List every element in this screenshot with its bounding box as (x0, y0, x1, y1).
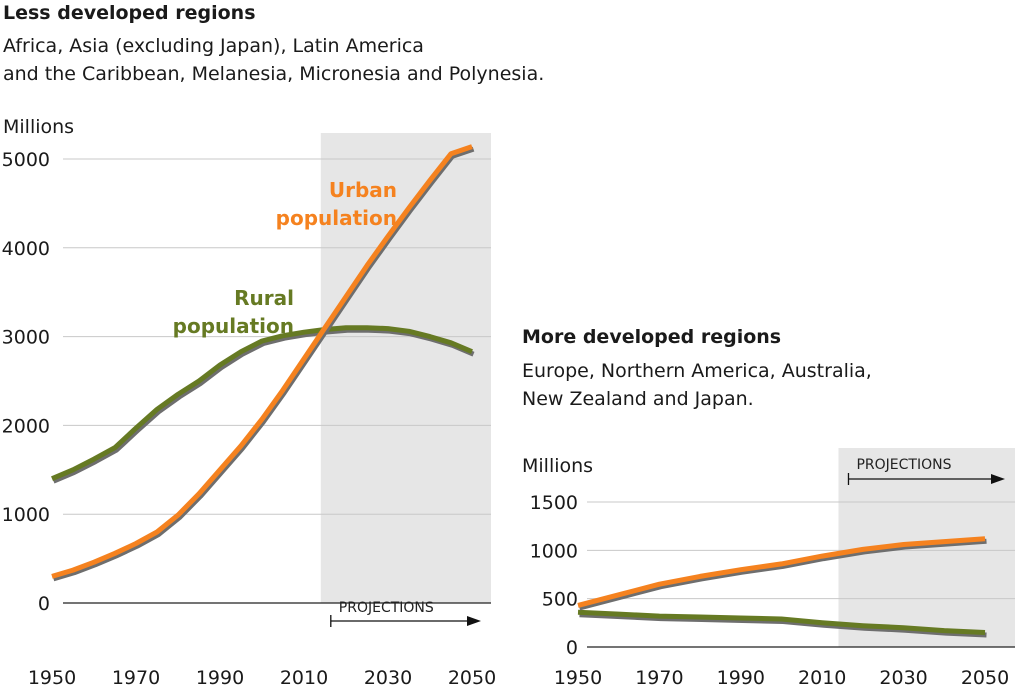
more-developed-chart: 0 500 1000 1500 Millions 1950 1970 1990 2010 2030… (522, 448, 1015, 689)
y-tick-label: 2000 (2, 415, 50, 437)
urban-series-label: Urban (329, 178, 397, 202)
right-chart-subtitle-1: Europe, Northern America, Australia, (522, 360, 872, 382)
urban-series-shadow (578, 538, 987, 611)
x-tick-label: 1970 (635, 667, 683, 689)
urban-series-label: population (276, 206, 397, 230)
x-tick-label: 1950 (554, 667, 602, 689)
x-tick-label: 1950 (28, 667, 76, 689)
left-chart-subtitle-2: and the Caribbean, Melanesia, Micronesia… (3, 63, 545, 85)
x-tick-label: 2030 (879, 667, 927, 689)
rural-series-line (51, 325, 473, 482)
rural-series-label: population (173, 314, 294, 338)
x-tick-label: 1990 (717, 667, 765, 689)
y-tick-label: 4000 (2, 238, 50, 260)
less-developed-chart: 0 1000 2000 3000 4000 5000 Millions 1950 1970 199… (2, 116, 497, 689)
y-tick-label: 0 (566, 637, 578, 659)
projections-label: PROJECTIONS (339, 600, 434, 616)
y-tick-label: 500 (542, 589, 578, 611)
right-chart-title: More developed regions (522, 326, 782, 348)
y-tick-label: 5000 (2, 149, 50, 171)
urban-series-line (577, 536, 986, 608)
urban-series-line (51, 144, 473, 579)
y-tick-label: 1000 (2, 504, 50, 526)
x-tick-label: 2010 (280, 667, 328, 689)
x-tick-label: 2050 (961, 667, 1009, 689)
projection-arrow-head (991, 474, 1005, 484)
rural-series-label: Rural (234, 286, 294, 310)
right-chart-subtitle-2: New Zealand and Japan. (522, 388, 754, 410)
x-tick-label: 1970 (112, 667, 160, 689)
projections-label: PROJECTIONS (856, 457, 951, 473)
urban-series-shadow (52, 146, 475, 582)
y-tick-label: 0 (38, 593, 50, 615)
left-chart-title: Less developed regions (3, 2, 256, 24)
y-axis-label: Millions (522, 455, 593, 477)
y-axis-label: Millions (3, 116, 74, 138)
x-tick-label: 2010 (798, 667, 846, 689)
y-tick-label: 1500 (530, 492, 578, 514)
y-tick-label: 1000 (530, 540, 578, 562)
left-chart-subtitle-1: Africa, Asia (excluding Japan), Latin Am… (3, 35, 424, 57)
y-tick-label: 3000 (2, 327, 50, 349)
x-tick-label: 2030 (364, 667, 412, 689)
x-tick-label: 2050 (448, 667, 496, 689)
projection-arrow-head (467, 616, 481, 626)
rural-series-line (577, 609, 986, 635)
projection-shade (320, 133, 491, 603)
x-tick-label: 1990 (196, 667, 244, 689)
